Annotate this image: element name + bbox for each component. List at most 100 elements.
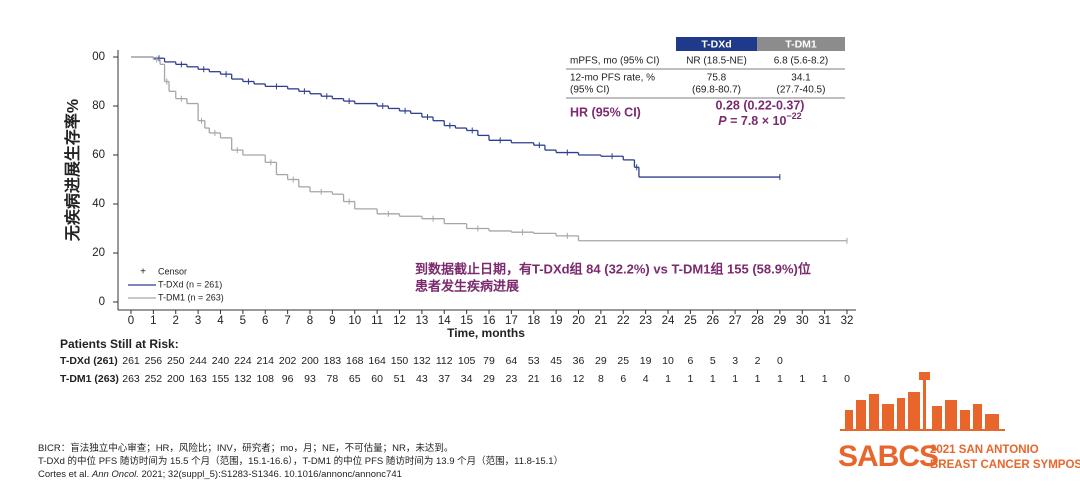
legend-label: T-DM1 (n = 263) xyxy=(158,292,224,302)
at-risk-count: 25 xyxy=(617,355,629,367)
legend-label: T-DXd (n = 261) xyxy=(158,279,222,289)
p-exponent: −22 xyxy=(786,111,801,121)
x-tick-label: 5 xyxy=(240,315,246,327)
at-risk-label: T-DM1 (263) xyxy=(60,373,119,385)
x-tick-label: 14 xyxy=(438,315,451,327)
at-risk-count: 105 xyxy=(458,355,476,367)
x-tick-label: 7 xyxy=(284,315,290,327)
p-text: = 7.8 × 10 xyxy=(727,114,787,128)
table-cell: 6.8 (5.6-8.2) xyxy=(774,56,828,67)
annotation: 患者发生疾病进展 xyxy=(415,278,520,293)
at-risk-count: 53 xyxy=(528,355,540,367)
at-risk-count: 0 xyxy=(777,355,783,367)
at-risk-count: 78 xyxy=(327,373,339,385)
y-tick-label: 00 xyxy=(92,51,105,63)
footnote-part: Ann Oncol. xyxy=(91,469,139,480)
logo-line: 2021 SAN ANTONIO xyxy=(930,444,1039,456)
at-risk-count: 0 xyxy=(844,373,850,385)
at-risk-count: 112 xyxy=(436,355,453,367)
at-risk-count: 1 xyxy=(687,373,693,385)
hr-label: HR (95% CI) xyxy=(570,105,641,119)
footnote-part: BICR：盲法独立中心审查；HR，风险比；INV，研究者；mo，月；NE，不可估… xyxy=(38,442,453,454)
y-axis-label: 无疾病进展生存率% xyxy=(63,99,82,242)
x-tick-label: 27 xyxy=(729,315,742,327)
at-risk-count: 244 xyxy=(189,355,207,367)
x-tick-label: 30 xyxy=(796,315,809,327)
footnote: Cortes et al. Ann Oncol. 2021; 32(suppl_… xyxy=(38,469,402,480)
y-tick-label: 0 xyxy=(99,296,105,308)
table-row-label: (95% CI) xyxy=(570,85,609,96)
x-tick-label: 6 xyxy=(262,315,268,327)
at-risk-count: 150 xyxy=(391,355,409,367)
table-cell: (69.8-80.7) xyxy=(692,85,741,96)
x-tick-label: 1 xyxy=(150,315,156,327)
x-tick-label: 10 xyxy=(348,315,361,327)
footnote-part: 2021; 32(suppl_5):S1283-S1346. 10.1016/a… xyxy=(139,469,402,480)
table-header-cell xyxy=(676,37,757,51)
at-risk-count: 1 xyxy=(732,373,738,385)
x-tick-label: 18 xyxy=(527,315,540,327)
at-risk-count: 5 xyxy=(710,355,716,367)
y-tick-label: 80 xyxy=(92,100,105,112)
logo-skyline xyxy=(840,372,1005,431)
table-cell: NR (18.5-NE) xyxy=(686,56,747,67)
x-tick-label: 9 xyxy=(329,315,335,327)
at-risk-count: 4 xyxy=(643,373,649,385)
at-risk-count: 79 xyxy=(483,355,495,367)
x-tick-label: 20 xyxy=(572,315,585,327)
annotation: 到数据截止日期，有T-DXd组 84 (32.2%) vs T-DM1组 155… xyxy=(415,261,811,276)
at-risk-count: 224 xyxy=(234,355,252,367)
x-tick-label: 21 xyxy=(594,315,607,327)
x-tick-label: 23 xyxy=(639,315,652,327)
at-risk-count: 132 xyxy=(413,355,431,367)
logo-line: BREAST CANCER SYMPOSIUM xyxy=(930,459,1080,471)
p-value: P = 7.8 × 10−22 xyxy=(718,111,801,128)
table-cell: (27.7-40.5) xyxy=(777,85,826,96)
at-risk-count: 163 xyxy=(189,373,207,385)
at-risk-count: 45 xyxy=(550,355,562,367)
y-tick-label: 40 xyxy=(92,198,105,210)
hr-value: 0.28 (0.22-0.37) xyxy=(716,98,805,112)
at-risk-count: 60 xyxy=(371,373,383,385)
at-risk-count: 200 xyxy=(167,373,185,385)
at-risk-count: 240 xyxy=(212,355,230,367)
at-risk-count: 64 xyxy=(506,355,518,367)
at-risk-count: 36 xyxy=(573,355,585,367)
y-tick-label: 60 xyxy=(92,149,105,161)
x-tick-label: 8 xyxy=(307,315,313,327)
at-risk-count: 2 xyxy=(755,355,761,367)
footnote-part: Cortes et al. xyxy=(38,469,92,480)
x-tick-label: 26 xyxy=(706,315,719,327)
table-header: T-DM1 xyxy=(785,38,817,50)
table-cell: 34.1 xyxy=(791,73,811,84)
at-risk-count: 21 xyxy=(528,373,540,385)
x-tick-label: 16 xyxy=(483,315,496,327)
x-tick-label: 2 xyxy=(173,315,179,327)
x-tick-label: 4 xyxy=(217,315,224,327)
p-symbol: P xyxy=(718,114,727,128)
x-tick-label: 12 xyxy=(393,315,406,327)
x-tick-label: 28 xyxy=(751,315,764,327)
footnote-part: T-DXd 的中位 PFS 随访时间为 15.5 个月（范围，15.1-16.6… xyxy=(38,455,563,467)
at-risk-count: 132 xyxy=(234,373,252,385)
at-risk-count: 1 xyxy=(822,373,828,385)
at-risk-count: 93 xyxy=(304,373,316,385)
at-risk-count: 261 xyxy=(122,355,140,367)
x-tick-label: 17 xyxy=(505,315,518,327)
at-risk-count: 43 xyxy=(416,373,428,385)
at-risk-count: 10 xyxy=(662,355,674,367)
table-cell: 75.8 xyxy=(707,73,727,84)
x-tick-label: 15 xyxy=(460,315,473,327)
at-risk-count: 202 xyxy=(279,355,297,367)
at-risk-count: 168 xyxy=(346,355,364,367)
at-risk-count: 250 xyxy=(167,355,185,367)
at-risk-count: 252 xyxy=(145,373,163,385)
x-tick-label: 32 xyxy=(841,315,854,327)
x-tick-label: 25 xyxy=(684,315,697,327)
footnote: T-DXd 的中位 PFS 随访时间为 15.5 个月（范围，15.1-16.6… xyxy=(38,455,563,467)
at-risk-count: 16 xyxy=(550,373,562,385)
at-risk-count: 29 xyxy=(483,373,495,385)
at-risk-count: 1 xyxy=(799,373,805,385)
at-risk-count: 19 xyxy=(640,355,652,367)
